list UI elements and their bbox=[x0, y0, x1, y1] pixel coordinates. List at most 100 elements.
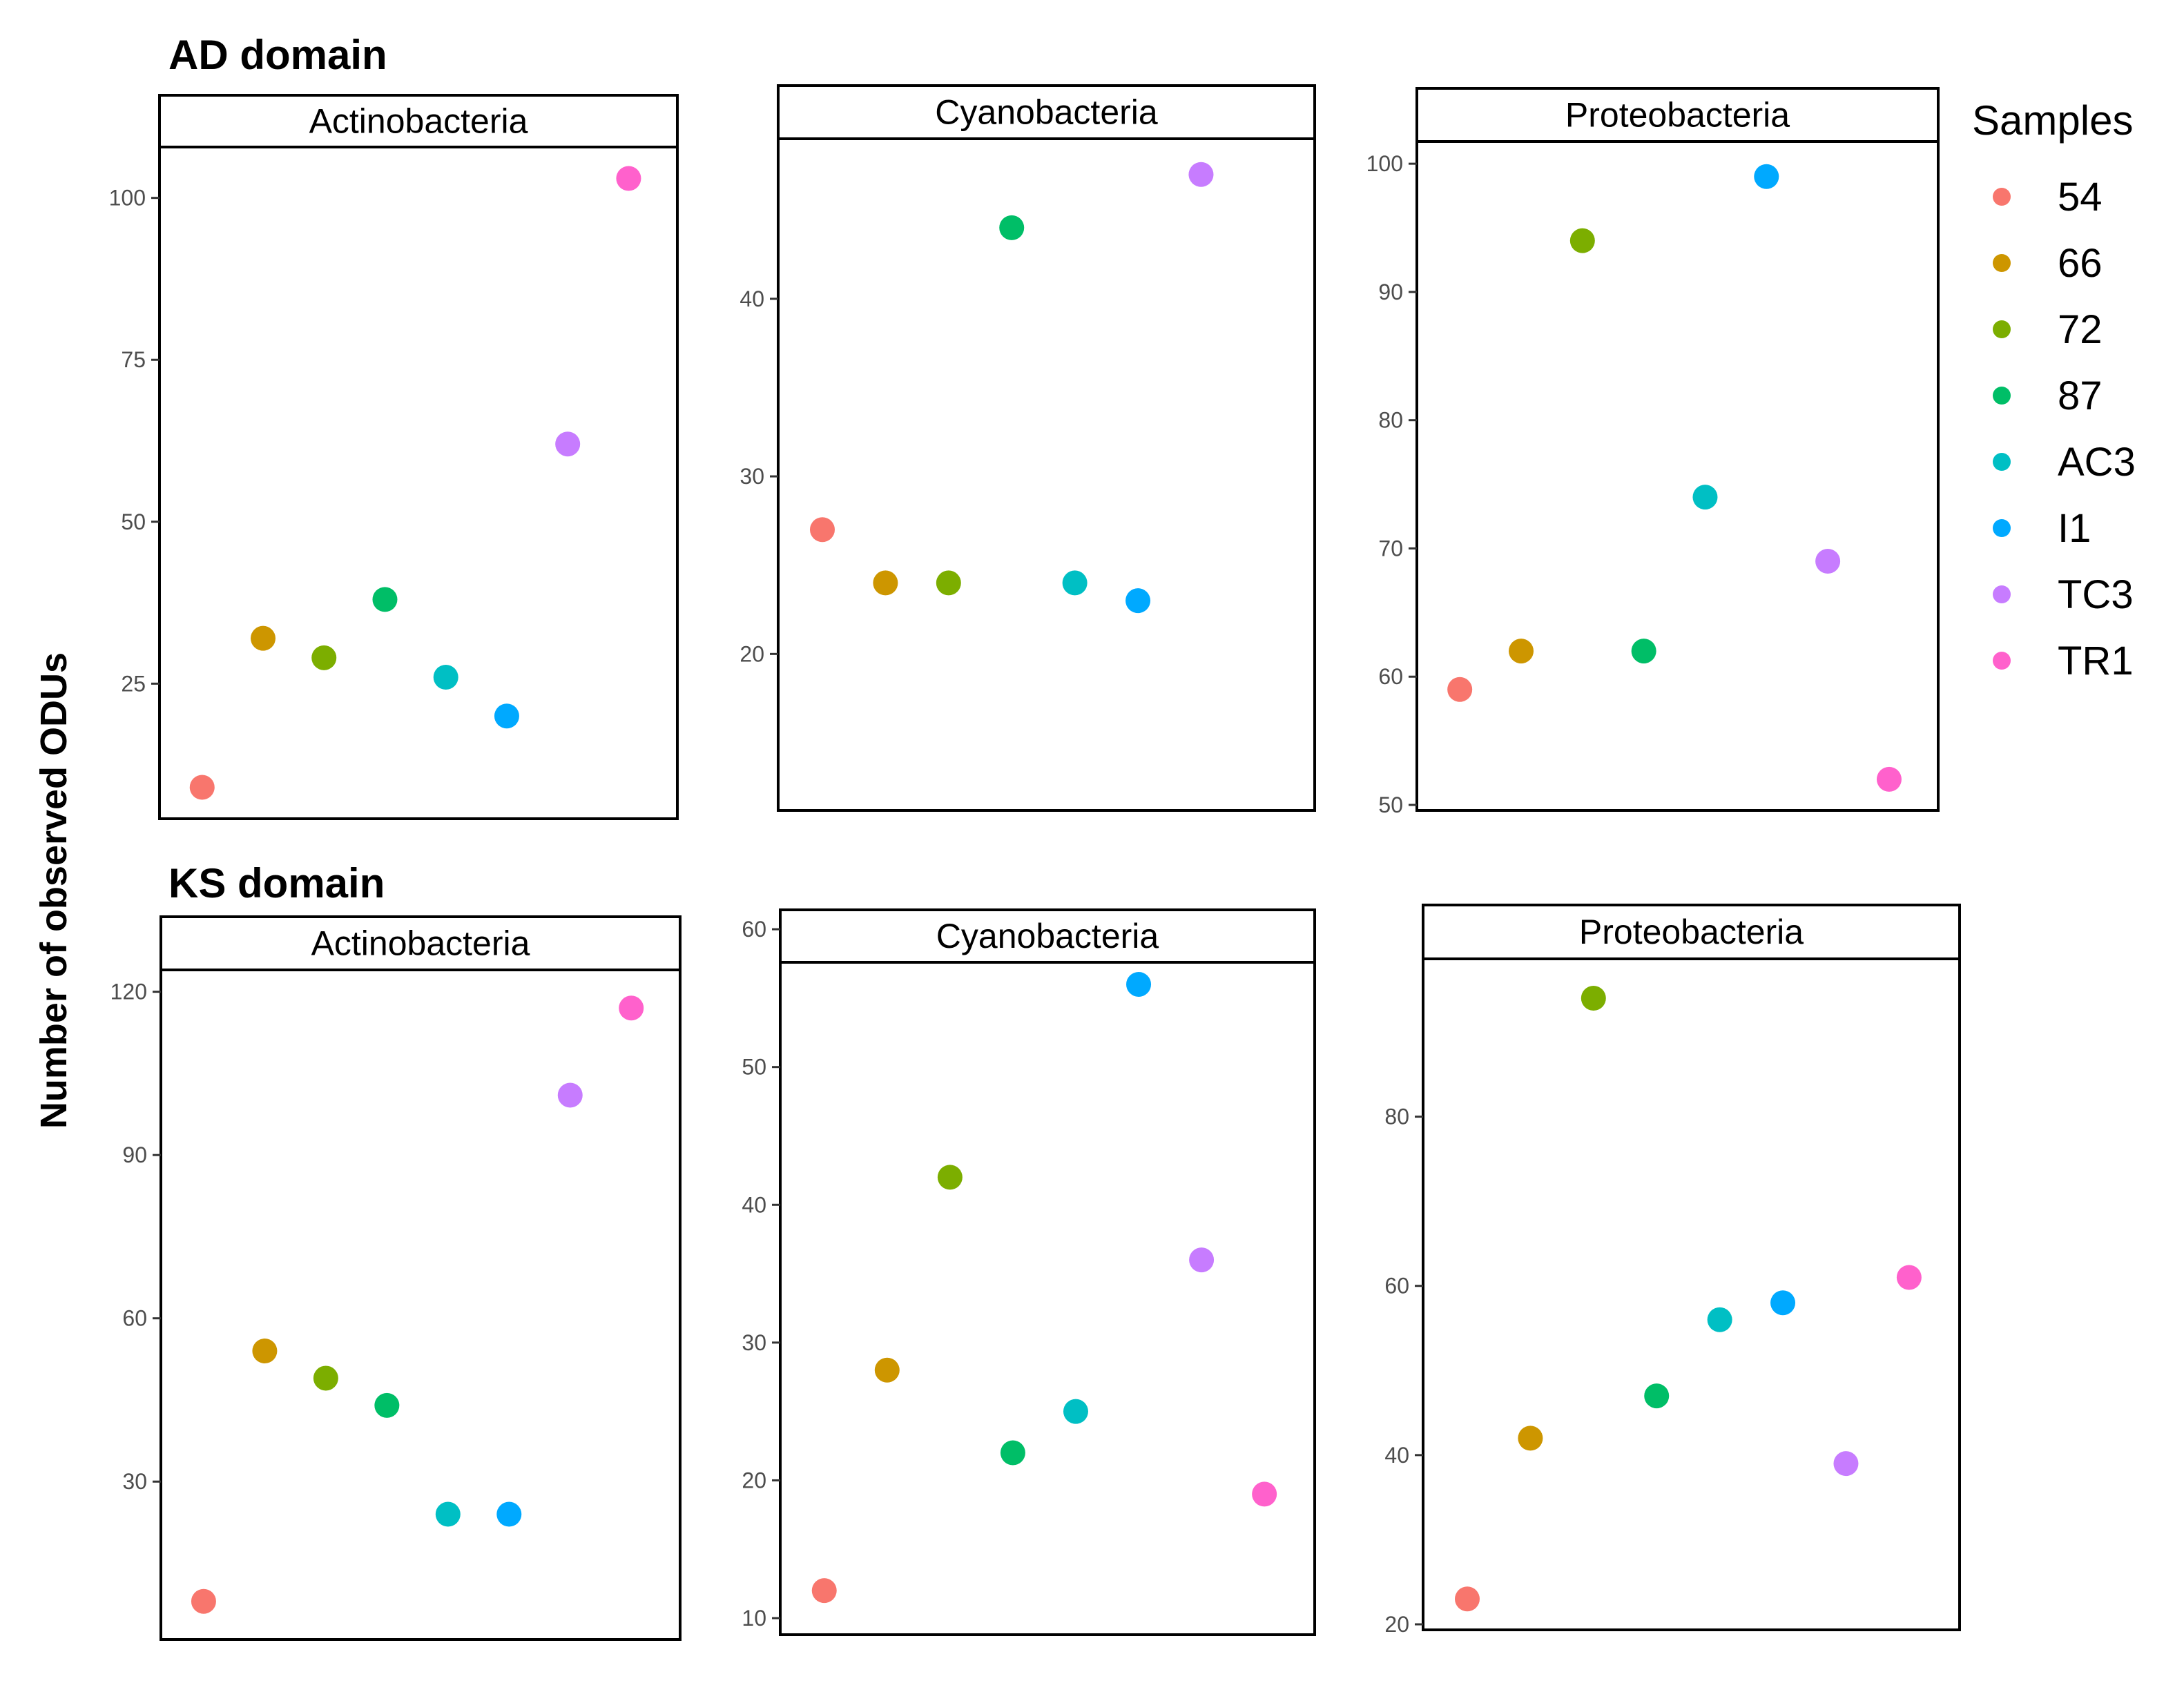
panel-border bbox=[1422, 957, 1961, 1631]
y-tick-label: 60 bbox=[742, 917, 766, 942]
y-tick-label: 100 bbox=[1366, 151, 1403, 176]
panel-strip-label: Cyanobacteria bbox=[935, 93, 1158, 132]
y-tick-label: 30 bbox=[122, 1469, 147, 1494]
data-point-TR1 bbox=[1252, 1481, 1277, 1507]
data-point-I1 bbox=[1126, 971, 1152, 997]
data-point-54 bbox=[811, 1578, 837, 1604]
legend-key-87 bbox=[1993, 387, 2011, 405]
y-tick-label: 25 bbox=[121, 671, 146, 696]
legend-key-TC3 bbox=[1993, 585, 2011, 603]
panel-border bbox=[158, 146, 679, 820]
legend-key-54 bbox=[1993, 188, 2011, 206]
panel-strip-label: Cyanobacteria bbox=[936, 917, 1159, 955]
data-point-87 bbox=[1631, 639, 1656, 664]
y-axis-title: Number of observed ODUs bbox=[33, 652, 75, 1129]
data-point-AC3 bbox=[1692, 485, 1718, 510]
data-point-66 bbox=[1509, 639, 1534, 664]
legend-label-54: 54 bbox=[2058, 175, 2103, 220]
data-point-TR1 bbox=[616, 166, 641, 191]
panel-strip-label: Proteobacteria bbox=[1565, 96, 1790, 135]
data-point-I1 bbox=[494, 703, 519, 729]
data-point-66 bbox=[252, 1339, 278, 1364]
y-tick-label: 60 bbox=[122, 1306, 147, 1331]
data-point-I1 bbox=[1125, 588, 1151, 614]
panel-border bbox=[1415, 140, 1940, 812]
data-point-TC3 bbox=[1833, 1451, 1859, 1477]
panel-strip-label: Actinobacteria bbox=[309, 102, 528, 141]
panel-strip bbox=[160, 915, 682, 971]
y-tick-label: 40 bbox=[742, 1192, 766, 1217]
data-point-72 bbox=[1581, 986, 1606, 1011]
data-point-54 bbox=[1454, 1586, 1480, 1612]
data-point-I1 bbox=[1754, 164, 1779, 189]
legend-label-TC3: TC3 bbox=[2058, 572, 2134, 617]
panel-strip-label: Proteobacteria bbox=[1579, 913, 1804, 951]
legend-key-I1 bbox=[1993, 519, 2011, 537]
y-tick-label: 90 bbox=[1378, 280, 1403, 304]
y-tick-label: 40 bbox=[740, 286, 764, 311]
legend-label-AC3: AC3 bbox=[2058, 440, 2136, 485]
data-point-87 bbox=[374, 1392, 400, 1418]
data-point-54 bbox=[1447, 677, 1473, 702]
data-point-AC3 bbox=[1707, 1307, 1732, 1332]
data-point-TR1 bbox=[619, 995, 644, 1021]
data-point-AC3 bbox=[1063, 1399, 1088, 1424]
panel-strip bbox=[777, 84, 1316, 140]
y-tick-label: 90 bbox=[122, 1142, 147, 1167]
panel-border bbox=[777, 137, 1316, 812]
panel-strip bbox=[779, 908, 1316, 964]
facet-panel: Actinobacteria 30 60 90 120 bbox=[110, 915, 682, 1641]
y-tick-label: 20 bbox=[740, 641, 764, 666]
y-tick-label: 60 bbox=[1384, 1274, 1409, 1298]
y-tick-label: 40 bbox=[1384, 1443, 1409, 1468]
data-point-66 bbox=[873, 570, 898, 596]
data-point-AC3 bbox=[435, 1501, 461, 1527]
data-point-54 bbox=[191, 1588, 216, 1614]
data-point-TC3 bbox=[1815, 549, 1841, 574]
data-point-87 bbox=[999, 215, 1025, 240]
facet-panel: Proteobacteria 50 60 70 80 90 100 bbox=[1366, 87, 1940, 817]
legend-title: Samples bbox=[1972, 97, 2133, 144]
data-point-72 bbox=[936, 570, 961, 596]
legend-key-AC3 bbox=[1993, 453, 2011, 471]
panel-border bbox=[160, 969, 682, 1641]
data-point-TR1 bbox=[1896, 1265, 1922, 1290]
y-tick-label: 30 bbox=[740, 464, 764, 489]
facet-panel: Cyanobacteria 20 30 40 bbox=[740, 84, 1316, 812]
y-tick-label: 75 bbox=[121, 347, 146, 372]
facet-panels: Actinobacteria 25 50 75 100 Cyanobacteria 20 30… bbox=[109, 84, 1961, 1641]
legend-label-66: 66 bbox=[2058, 241, 2103, 286]
y-tick-label: 50 bbox=[742, 1055, 766, 1080]
data-point-72 bbox=[313, 1365, 338, 1391]
panel-strip bbox=[1422, 904, 1961, 960]
data-point-TR1 bbox=[1876, 766, 1902, 792]
y-tick-label: 80 bbox=[1378, 408, 1403, 433]
data-point-I1 bbox=[496, 1501, 522, 1527]
data-point-54 bbox=[189, 775, 215, 800]
data-point-TC3 bbox=[1189, 1247, 1215, 1273]
y-tick-label: 70 bbox=[1378, 536, 1403, 561]
data-point-72 bbox=[1569, 228, 1595, 253]
panel-strip bbox=[1415, 87, 1940, 143]
legend-key-66 bbox=[1993, 254, 2011, 272]
legend-label-72: 72 bbox=[2058, 307, 2103, 352]
data-point-54 bbox=[809, 517, 835, 543]
legend-key-TR1 bbox=[1993, 652, 2011, 670]
y-tick-label: 10 bbox=[742, 1606, 766, 1631]
y-tick-label: 50 bbox=[1378, 792, 1403, 817]
y-tick-label: 60 bbox=[1378, 664, 1403, 689]
y-tick-label: 30 bbox=[742, 1330, 766, 1355]
data-point-TC3 bbox=[557, 1082, 583, 1108]
legend: Samples 54 66 72 87 AC3 I1 TC3 TR1 bbox=[1972, 97, 2136, 683]
data-point-AC3 bbox=[433, 664, 458, 690]
legend-label-I1: I1 bbox=[2058, 506, 2091, 551]
data-point-72 bbox=[937, 1165, 963, 1190]
data-point-66 bbox=[251, 625, 276, 651]
y-tick-label: 20 bbox=[742, 1468, 766, 1492]
legend-key-72 bbox=[1993, 320, 2011, 338]
y-tick-label: 120 bbox=[110, 980, 147, 1004]
panel-strip-label: Actinobacteria bbox=[311, 924, 530, 963]
y-tick-label: 80 bbox=[1384, 1105, 1409, 1129]
data-point-TC3 bbox=[1188, 162, 1214, 187]
